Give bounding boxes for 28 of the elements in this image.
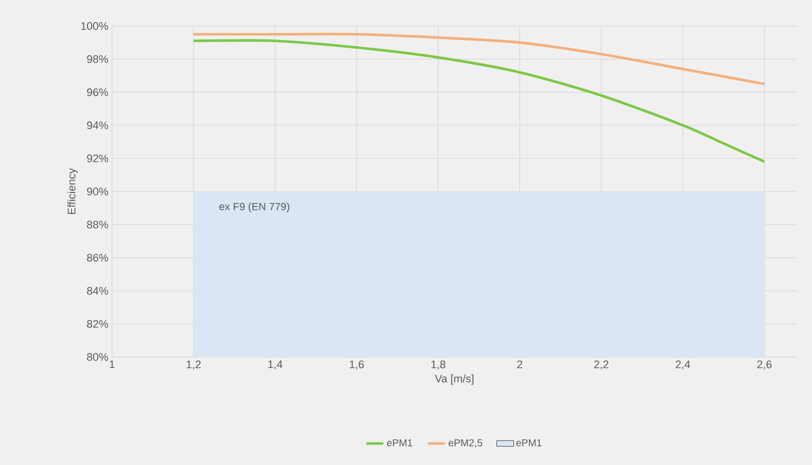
- y-tick-label: 88%: [87, 220, 108, 228]
- x-tick-label: 1,6: [350, 360, 364, 370]
- legend-label: ePM1: [387, 439, 412, 446]
- line-series: [192, 32, 766, 86]
- x-tick-label: 1,4: [268, 360, 282, 370]
- legend-label: ePM2,5: [448, 439, 482, 448]
- y-tick-label: 84%: [87, 286, 108, 295]
- y-tick-label: 86%: [87, 254, 108, 262]
- x-tick-label: 1: [110, 360, 115, 368]
- y-tick-label: 92%: [87, 154, 108, 162]
- y-tick-label: 98%: [87, 55, 108, 63]
- x-tick-label: 2: [517, 360, 522, 368]
- x-tick-label: 1,8: [431, 360, 446, 370]
- y-axis-title: Efficiency: [67, 168, 78, 214]
- y-tick-label: 82%: [87, 320, 108, 328]
- y-tick-label: 100%: [81, 22, 108, 30]
- y-tick-label: 94%: [87, 121, 108, 130]
- y-tick-label: 80%: [87, 353, 108, 361]
- legend-label: ePM1: [516, 439, 542, 446]
- y-tick-label: 96%: [87, 88, 108, 96]
- x-tick-label: 2,6: [757, 360, 772, 370]
- line-series: [192, 39, 766, 163]
- x-tick-label: 2,2: [594, 360, 608, 370]
- y-tick-label: 90%: [87, 188, 108, 196]
- x-axis-title: Va [m/s]: [434, 374, 474, 385]
- x-tick-label: 2,4: [676, 360, 690, 370]
- x-tick-label: 1,2: [186, 360, 201, 370]
- annotation: ex F9 (EN 779): [219, 202, 290, 212]
